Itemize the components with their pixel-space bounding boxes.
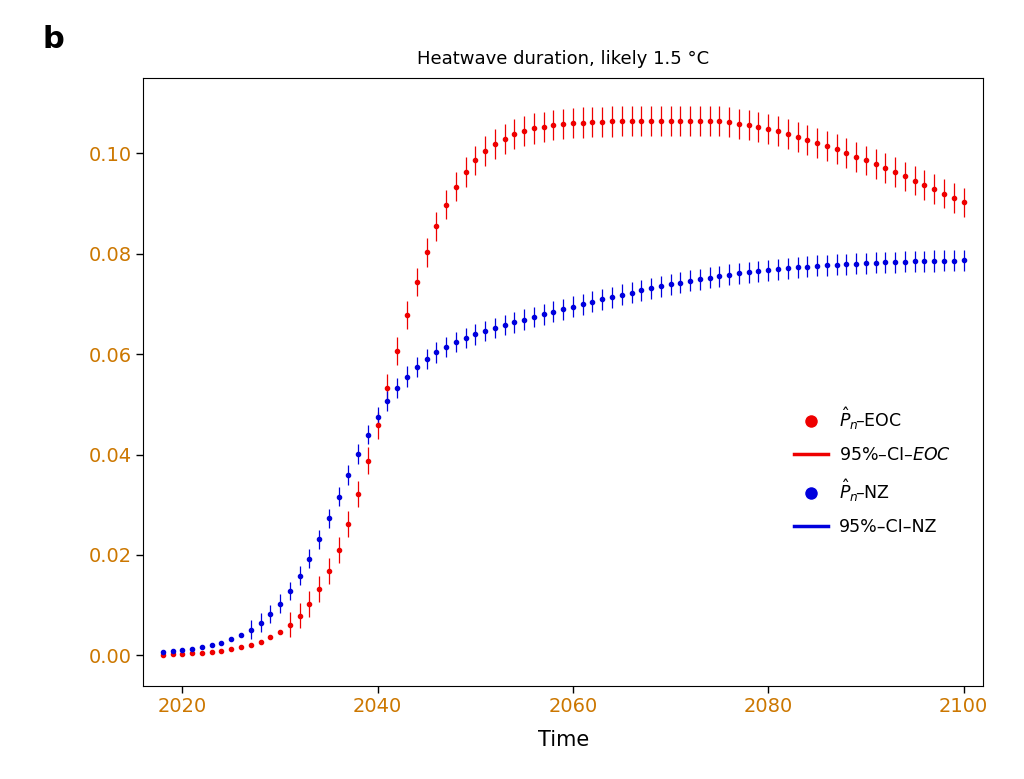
X-axis label: Time: Time [538, 730, 589, 750]
Legend: $\hat{P}_n\!$–EOC, 95%–CI–$EOC$, $\hat{P}_n\!$–NZ, 95%–CI–NZ: $\hat{P}_n\!$–EOC, 95%–CI–$EOC$, $\hat{P… [786, 398, 957, 543]
Title: Heatwave duration, likely 1.5 °C: Heatwave duration, likely 1.5 °C [417, 50, 710, 68]
Text: b: b [43, 25, 65, 54]
